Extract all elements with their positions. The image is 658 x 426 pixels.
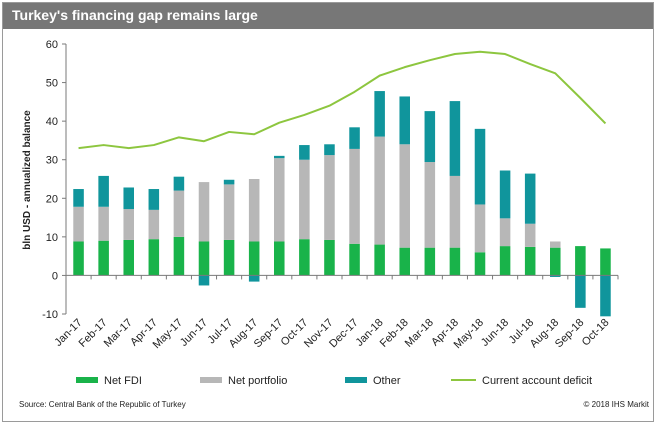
line-layer: [78, 50, 607, 150]
legend-item-other: Other: [345, 375, 401, 387]
bar-net-portfolio-feb-18: [399, 144, 410, 248]
bar-net-fdi-nov-17: [324, 239, 335, 276]
legend-item-current-account-deficit: Current account deficit: [451, 375, 592, 387]
bar-net-fdi-may-18: [474, 252, 486, 276]
bar-net-fdi-feb-18: [399, 247, 410, 276]
bar-other-jul-17: [223, 179, 235, 185]
y-tick-label: -10: [42, 309, 58, 321]
bar-net-fdi-may-17: [173, 236, 185, 276]
bar-net-portfolio-jan-17: [73, 206, 84, 242]
y-tick-label: 0: [52, 270, 58, 282]
bar-net-fdi-jun-17: [198, 241, 210, 276]
bar-net-fdi-aug-18: [550, 247, 561, 276]
bar-other-aug-18: [550, 275, 561, 277]
bar-net-fdi-dec-17: [349, 243, 360, 276]
bar-other-mar-17: [123, 187, 134, 210]
bar-other-oct-17: [299, 145, 310, 160]
bar-other-feb-17: [98, 175, 109, 207]
y-tick-label: 30: [46, 155, 58, 167]
bar-net-fdi-feb-17: [98, 240, 109, 276]
bar-net-portfolio-feb-17: [98, 206, 109, 241]
bar-other-jul-18: [524, 173, 536, 224]
bar-net-portfolio-jun-18: [499, 218, 511, 247]
bar-net-portfolio-jul-18: [524, 223, 536, 247]
bar-net-portfolio-oct-17: [299, 159, 310, 240]
bar-net-fdi-jul-18: [524, 246, 536, 276]
bar-net-fdi-apr-18: [449, 247, 461, 276]
y-tick-label: 60: [46, 39, 58, 51]
bar-net-portfolio-jan-18: [374, 136, 385, 245]
x-tick-label-jun-18: Jun-18: [479, 317, 511, 349]
legend-label-other: Other: [373, 375, 401, 387]
bar-other-feb-18: [399, 96, 410, 145]
legend-swatch-net-portfolio: [200, 377, 222, 383]
source-note: Source: Central Bank of the Republic of …: [19, 400, 186, 409]
legend: Net FDI Net portfolio Other Current acco…: [76, 375, 592, 387]
x-tick-label-mar-18: Mar-18: [403, 317, 436, 350]
bar-net-portfolio-may-18: [474, 204, 486, 253]
x-tick-label-mar-17: Mar-17: [102, 317, 135, 350]
bar-net-portfolio-may-17: [173, 190, 185, 237]
bar-net-fdi-mar-18: [424, 247, 436, 276]
legend-item-net-fdi: Net FDI: [76, 375, 142, 387]
bar-other-jan-18: [374, 91, 385, 137]
bar-net-fdi-aug-17: [248, 241, 260, 276]
legend-label-net-fdi: Net FDI: [104, 375, 142, 387]
bar-other-jan-17: [73, 189, 84, 207]
bar-other-mar-18: [424, 111, 436, 163]
y-tick-label: 50: [46, 78, 58, 90]
bar-net-portfolio-apr-18: [449, 175, 461, 248]
legend-swatch-net-fdi: [76, 377, 98, 383]
bar-net-fdi-mar-17: [123, 239, 134, 276]
x-tick-label-oct-18: Oct-18: [580, 317, 612, 349]
bars-layer: [73, 91, 611, 317]
bar-net-portfolio-mar-18: [424, 162, 436, 248]
bar-net-portfolio-jun-17: [198, 182, 210, 242]
bar-other-may-18: [474, 128, 486, 205]
legend-label-net-portfolio: Net portfolio: [228, 375, 287, 387]
bar-net-portfolio-jul-17: [223, 184, 235, 240]
bar-net-fdi-sep-18: [575, 246, 586, 276]
bar-other-jun-17: [198, 275, 210, 286]
bar-other-aug-17: [248, 275, 260, 282]
bar-net-fdi-jun-18: [499, 246, 511, 276]
bar-net-fdi-jan-17: [73, 241, 84, 276]
chart-frame: Turkey's financing gap remains large: [2, 2, 654, 422]
copyright-note: © 2018 IHS Markit: [583, 400, 649, 409]
bar-net-portfolio-nov-17: [324, 155, 335, 240]
bar-net-portfolio-apr-17: [148, 209, 160, 240]
y-tick-label: 40: [46, 116, 58, 128]
bar-net-portfolio-aug-18: [550, 241, 561, 248]
bar-other-dec-17: [349, 127, 360, 149]
y-tick-label: 10: [46, 232, 58, 244]
bar-other-apr-17: [148, 189, 160, 210]
bar-net-portfolio-sep-17: [274, 158, 285, 242]
legend-label-current-account-deficit: Current account deficit: [482, 375, 592, 387]
bar-other-apr-18: [449, 101, 461, 176]
bar-net-fdi-oct-18: [600, 248, 611, 276]
legend-item-net-portfolio: Net portfolio: [200, 375, 287, 387]
y-axis-label: bln USD - annualized balance: [22, 110, 33, 250]
y-tick-label: 20: [46, 193, 58, 205]
legend-swatch-other: [345, 377, 367, 383]
bar-other-nov-17: [324, 144, 335, 156]
line-current-account-deficit: [78, 50, 607, 150]
bar-other-oct-18: [600, 275, 611, 317]
bar-net-portfolio-dec-17: [349, 148, 360, 244]
bar-net-portfolio-aug-17: [248, 179, 260, 242]
bar-net-portfolio-mar-17: [123, 209, 134, 240]
bar-other-may-17: [173, 176, 185, 191]
x-tick-label-jun-17: Jun-17: [178, 317, 210, 349]
bar-net-fdi-apr-17: [148, 239, 160, 276]
bar-other-sep-18: [575, 275, 586, 308]
bar-other-sep-17: [274, 155, 285, 159]
bar-other-jun-18: [499, 170, 511, 219]
bar-net-fdi-jul-17: [223, 239, 235, 276]
bar-net-fdi-jan-18: [374, 244, 385, 276]
title-bar: Turkey's financing gap remains large: [3, 3, 653, 29]
bar-net-fdi-sep-17: [274, 241, 285, 276]
bar-net-fdi-oct-17: [299, 239, 310, 276]
chart-title: Turkey's financing gap remains large: [12, 7, 258, 23]
